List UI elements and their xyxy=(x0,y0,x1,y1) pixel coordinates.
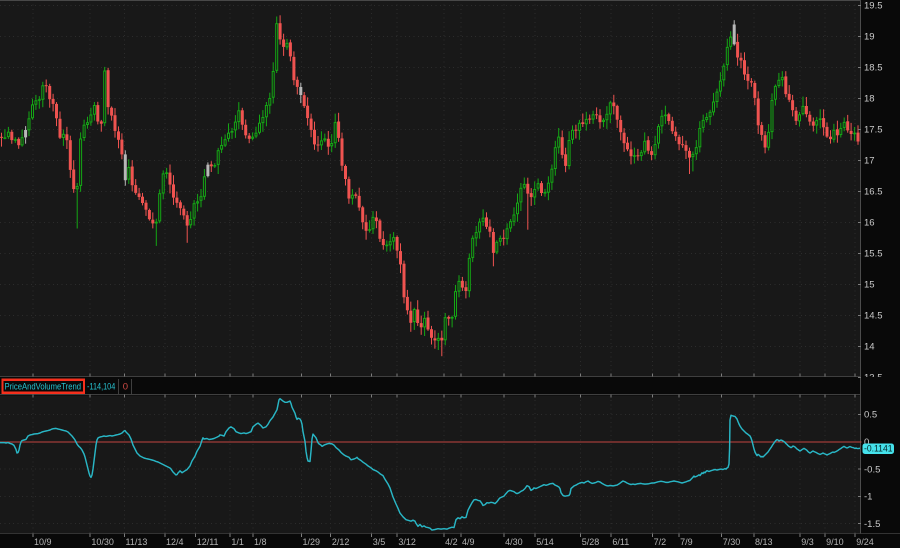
svg-text:19: 19 xyxy=(864,32,875,43)
svg-text:7/9: 7/9 xyxy=(680,537,693,547)
svg-text:16: 16 xyxy=(864,218,875,229)
svg-text:-0.5: -0.5 xyxy=(864,464,880,475)
svg-text:1/8: 1/8 xyxy=(254,537,267,547)
svg-text:10/9: 10/9 xyxy=(34,537,52,547)
svg-text:-0.1141: -0.1141 xyxy=(864,444,893,454)
svg-text:8/13: 8/13 xyxy=(755,537,773,547)
svg-text:19.5: 19.5 xyxy=(864,1,883,12)
svg-text:4/9: 4/9 xyxy=(462,537,475,547)
svg-text:6/11: 6/11 xyxy=(612,537,629,547)
svg-text:1/1: 1/1 xyxy=(231,537,244,547)
svg-text:0: 0 xyxy=(123,382,128,393)
svg-text:17: 17 xyxy=(864,156,875,167)
svg-text:-1.5: -1.5 xyxy=(864,519,880,530)
svg-text:3/12: 3/12 xyxy=(398,537,416,547)
svg-text:4/2: 4/2 xyxy=(445,537,458,547)
svg-text:1/29: 1/29 xyxy=(303,537,321,547)
svg-text:4/30: 4/30 xyxy=(505,537,523,547)
svg-text:0.5: 0.5 xyxy=(864,410,877,421)
svg-text:14.5: 14.5 xyxy=(864,311,883,322)
svg-text:11/13: 11/13 xyxy=(126,537,148,547)
svg-text:9/10: 9/10 xyxy=(826,537,844,547)
svg-text:17.5: 17.5 xyxy=(864,125,883,136)
svg-text:9/3: 9/3 xyxy=(801,537,814,547)
svg-text:-1: -1 xyxy=(864,492,872,503)
svg-text:15.5: 15.5 xyxy=(864,249,883,260)
svg-text:0: 0 xyxy=(864,437,869,448)
svg-text:5/28: 5/28 xyxy=(582,537,600,547)
svg-text:12/11: 12/11 xyxy=(197,537,219,547)
svg-text:7/2: 7/2 xyxy=(654,537,667,547)
svg-text:9/24: 9/24 xyxy=(856,537,874,547)
svg-text:14: 14 xyxy=(864,342,875,353)
svg-text:5/14: 5/14 xyxy=(536,537,554,547)
svg-text:PriceAndVolumeTrend: PriceAndVolumeTrend xyxy=(5,382,82,393)
svg-text:2/12: 2/12 xyxy=(332,537,350,547)
svg-text:10/30: 10/30 xyxy=(91,537,114,547)
svg-text:16.5: 16.5 xyxy=(864,187,883,198)
svg-text:-114,104: -114,104 xyxy=(87,382,115,393)
svg-text:18: 18 xyxy=(864,94,875,105)
svg-text:7/30: 7/30 xyxy=(723,537,741,547)
svg-text:18.5: 18.5 xyxy=(864,63,883,74)
svg-text:3/5: 3/5 xyxy=(373,537,386,547)
svg-text:15: 15 xyxy=(864,280,875,291)
svg-text:12/4: 12/4 xyxy=(166,537,184,547)
